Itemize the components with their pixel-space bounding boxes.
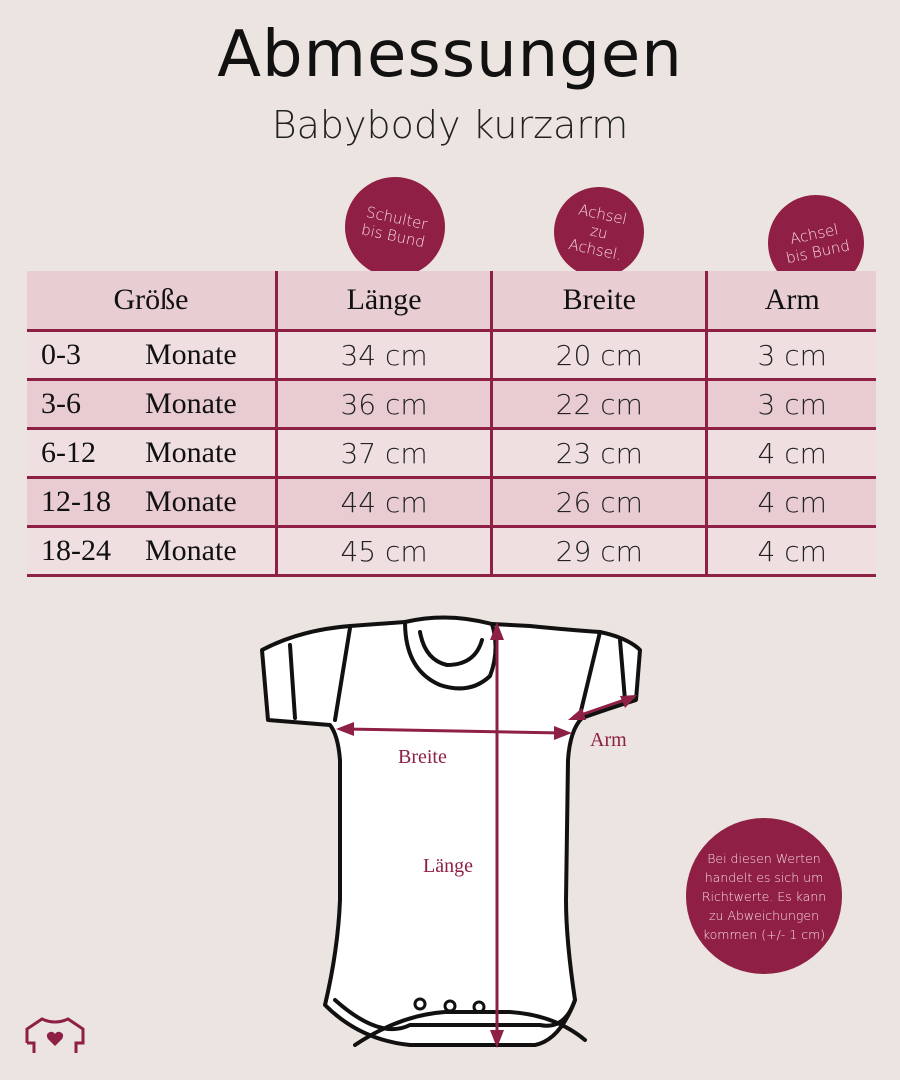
- table-row: 0-3 Monate 34 cm 20 cm 3 cm: [27, 330, 876, 381]
- arm-cell: 3 cm: [705, 379, 876, 430]
- table-row: 3-6 Monate 36 cm 22 cm 3 cm: [27, 379, 876, 430]
- size-cell: 18-24 Monate: [27, 526, 277, 577]
- laenge-cell: 36 cm: [274, 379, 492, 430]
- table-row: 12-18 Monate 44 cm 26 cm 4 cm: [27, 477, 876, 528]
- breite-cell: 22 cm: [490, 379, 707, 430]
- size-unit: Monate: [145, 338, 237, 371]
- arm-cell: 4 cm: [705, 526, 876, 577]
- snap-button: [472, 1000, 486, 1014]
- header-breite: Breite: [490, 271, 707, 332]
- note-line: kommen (+/- 1 cm): [702, 926, 826, 942]
- note-line: Bei diesen Werten: [707, 850, 821, 866]
- size-unit: Monate: [145, 436, 237, 469]
- header-groesse: Größe: [27, 271, 277, 332]
- size-range: 3-6: [41, 387, 81, 420]
- size-table: Größe Länge Breite Arm 0-3 Monate 34 cm 20 …: [27, 271, 876, 577]
- breite-cell: 23 cm: [490, 428, 707, 479]
- size-cell: 12-18 Monate: [27, 477, 277, 528]
- arm-label: Arm: [590, 729, 627, 751]
- snap-button: [443, 999, 457, 1013]
- arm-cell: 3 cm: [705, 330, 876, 381]
- header-arm: Arm: [705, 271, 876, 332]
- breite-cell: 29 cm: [490, 526, 707, 577]
- size-cell: 6-12 Monate: [27, 428, 277, 479]
- size-unit: Monate: [145, 534, 237, 567]
- size-cell: 0-3 Monate: [27, 330, 277, 381]
- page-subtitle: Babybody kurzarm: [271, 103, 629, 147]
- size-range: 0-3: [41, 338, 81, 371]
- size-range: 12-18: [41, 485, 111, 518]
- disclaimer-badge: Bei diesen Werten handelt es sich um Ric…: [686, 818, 842, 974]
- laenge-label: Länge: [423, 855, 473, 877]
- laenge-cell: 44 cm: [274, 477, 492, 528]
- page-title: Abmessungen: [217, 18, 683, 92]
- arm-cell: 4 cm: [705, 428, 876, 479]
- size-unit: Monate: [145, 485, 237, 518]
- note-line: zu Abweichungen: [708, 907, 820, 923]
- arm-arrow: [574, 696, 631, 719]
- laenge-cell: 34 cm: [274, 330, 492, 381]
- laenge-cell: 37 cm: [274, 428, 492, 479]
- note-line: handelt es sich um: [704, 869, 824, 885]
- breite-cell: 20 cm: [490, 330, 707, 381]
- header-laenge: Länge: [274, 271, 492, 332]
- laenge-cell: 45 cm: [274, 526, 492, 577]
- note-line: Richtwerte. Es kann: [701, 888, 827, 904]
- table-row: 18-24 Monate 45 cm 29 cm 4 cm: [27, 526, 876, 577]
- table-header-row: Größe Länge Breite Arm: [27, 271, 876, 332]
- arm-cell: 4 cm: [705, 477, 876, 528]
- size-range: 6-12: [41, 436, 96, 469]
- table-row: 6-12 Monate 37 cm 23 cm 4 cm: [27, 428, 876, 479]
- size-range: 18-24: [41, 534, 111, 567]
- size-cell: 3-6 Monate: [27, 379, 277, 430]
- size-unit: Monate: [145, 387, 237, 420]
- breite-cell: 26 cm: [490, 477, 707, 528]
- snap-button: [413, 997, 427, 1011]
- bodysuit-outline: [260, 615, 642, 1047]
- breite-label: Breite: [398, 746, 447, 768]
- breite-arrow: [344, 727, 563, 735]
- shirt-heart-icon: [25, 1017, 85, 1053]
